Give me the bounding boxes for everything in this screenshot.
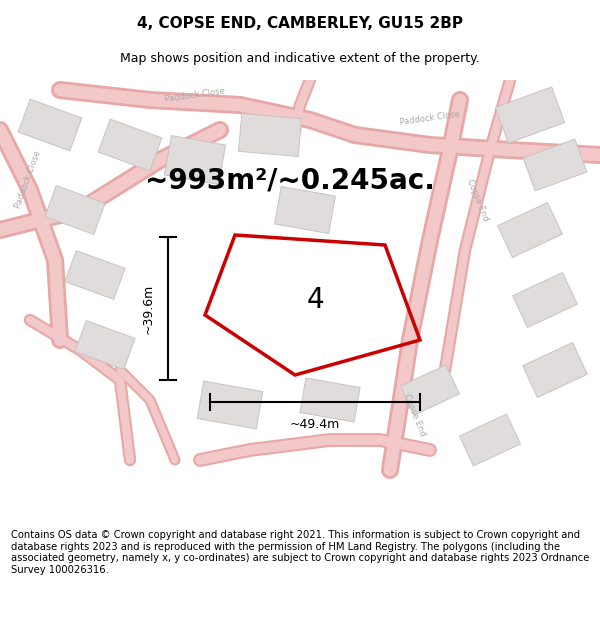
Polygon shape: [523, 342, 587, 398]
Text: Paddock Close: Paddock Close: [13, 150, 43, 210]
Text: Contains OS data © Crown copyright and database right 2021. This information is : Contains OS data © Crown copyright and d…: [11, 530, 589, 575]
Text: Map shows position and indicative extent of the property.: Map shows position and indicative extent…: [120, 52, 480, 65]
Polygon shape: [75, 321, 135, 369]
Polygon shape: [65, 251, 125, 299]
Polygon shape: [18, 99, 82, 151]
Text: Paddock Close: Paddock Close: [399, 109, 461, 127]
Text: Paddock Close: Paddock Close: [164, 86, 226, 104]
Polygon shape: [300, 378, 360, 422]
Polygon shape: [238, 114, 302, 156]
Text: ~39.6m: ~39.6m: [142, 283, 155, 334]
Text: 4, COPSE END, CAMBERLEY, GU15 2BP: 4, COPSE END, CAMBERLEY, GU15 2BP: [137, 16, 463, 31]
Polygon shape: [197, 381, 263, 429]
Polygon shape: [98, 119, 162, 171]
Text: ~49.4m: ~49.4m: [290, 418, 340, 431]
Text: Copse End: Copse End: [403, 392, 428, 438]
Polygon shape: [496, 87, 565, 143]
Text: ~993m²/~0.245ac.: ~993m²/~0.245ac.: [145, 166, 435, 194]
Text: 4: 4: [306, 286, 324, 314]
Polygon shape: [45, 186, 105, 234]
Polygon shape: [512, 272, 577, 328]
Polygon shape: [164, 136, 226, 184]
Polygon shape: [460, 414, 521, 466]
Polygon shape: [275, 186, 335, 234]
Polygon shape: [401, 365, 460, 415]
Text: Copse End: Copse End: [466, 177, 491, 222]
Polygon shape: [523, 139, 587, 191]
Polygon shape: [497, 202, 562, 258]
